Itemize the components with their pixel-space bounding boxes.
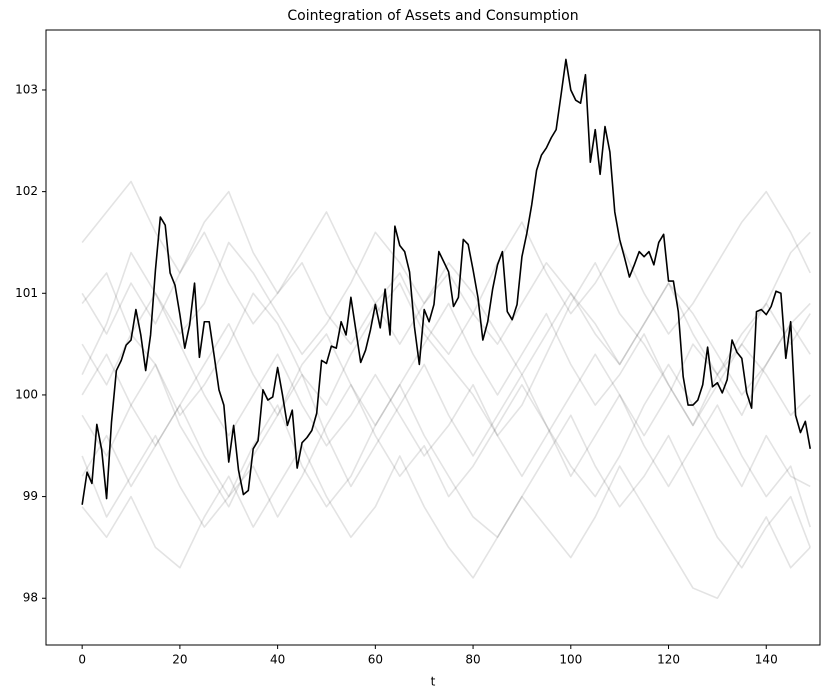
y-tick-label: 102 xyxy=(15,184,38,198)
x-tick-label: 40 xyxy=(270,653,285,667)
chart-title: Cointegration of Assets and Consumption xyxy=(287,8,578,24)
x-tick-label: 140 xyxy=(755,653,778,667)
x-tick-label: 120 xyxy=(657,653,680,667)
x-tick-label: 0 xyxy=(78,653,86,667)
y-tick-label: 99 xyxy=(23,489,38,503)
series-line xyxy=(81,383,811,569)
y-tick-label: 98 xyxy=(23,591,38,605)
x-axis-label: t xyxy=(431,675,436,689)
y-tick-label: 100 xyxy=(15,387,38,401)
series-line xyxy=(81,383,811,528)
x-tick-label: 60 xyxy=(368,653,383,667)
series-line xyxy=(81,444,811,600)
y-tick-label: 101 xyxy=(15,286,38,300)
x-tick-label: 80 xyxy=(465,653,480,667)
plot-frame xyxy=(45,29,821,646)
series-line xyxy=(81,231,811,437)
y-tick-label: 103 xyxy=(15,82,38,96)
series-line xyxy=(81,211,811,376)
series-line xyxy=(81,292,811,478)
series-line xyxy=(81,58,812,505)
x-tick-label: 100 xyxy=(559,653,582,667)
series-line xyxy=(81,302,811,447)
x-tick-label: 20 xyxy=(172,653,187,667)
series-line xyxy=(81,180,811,356)
